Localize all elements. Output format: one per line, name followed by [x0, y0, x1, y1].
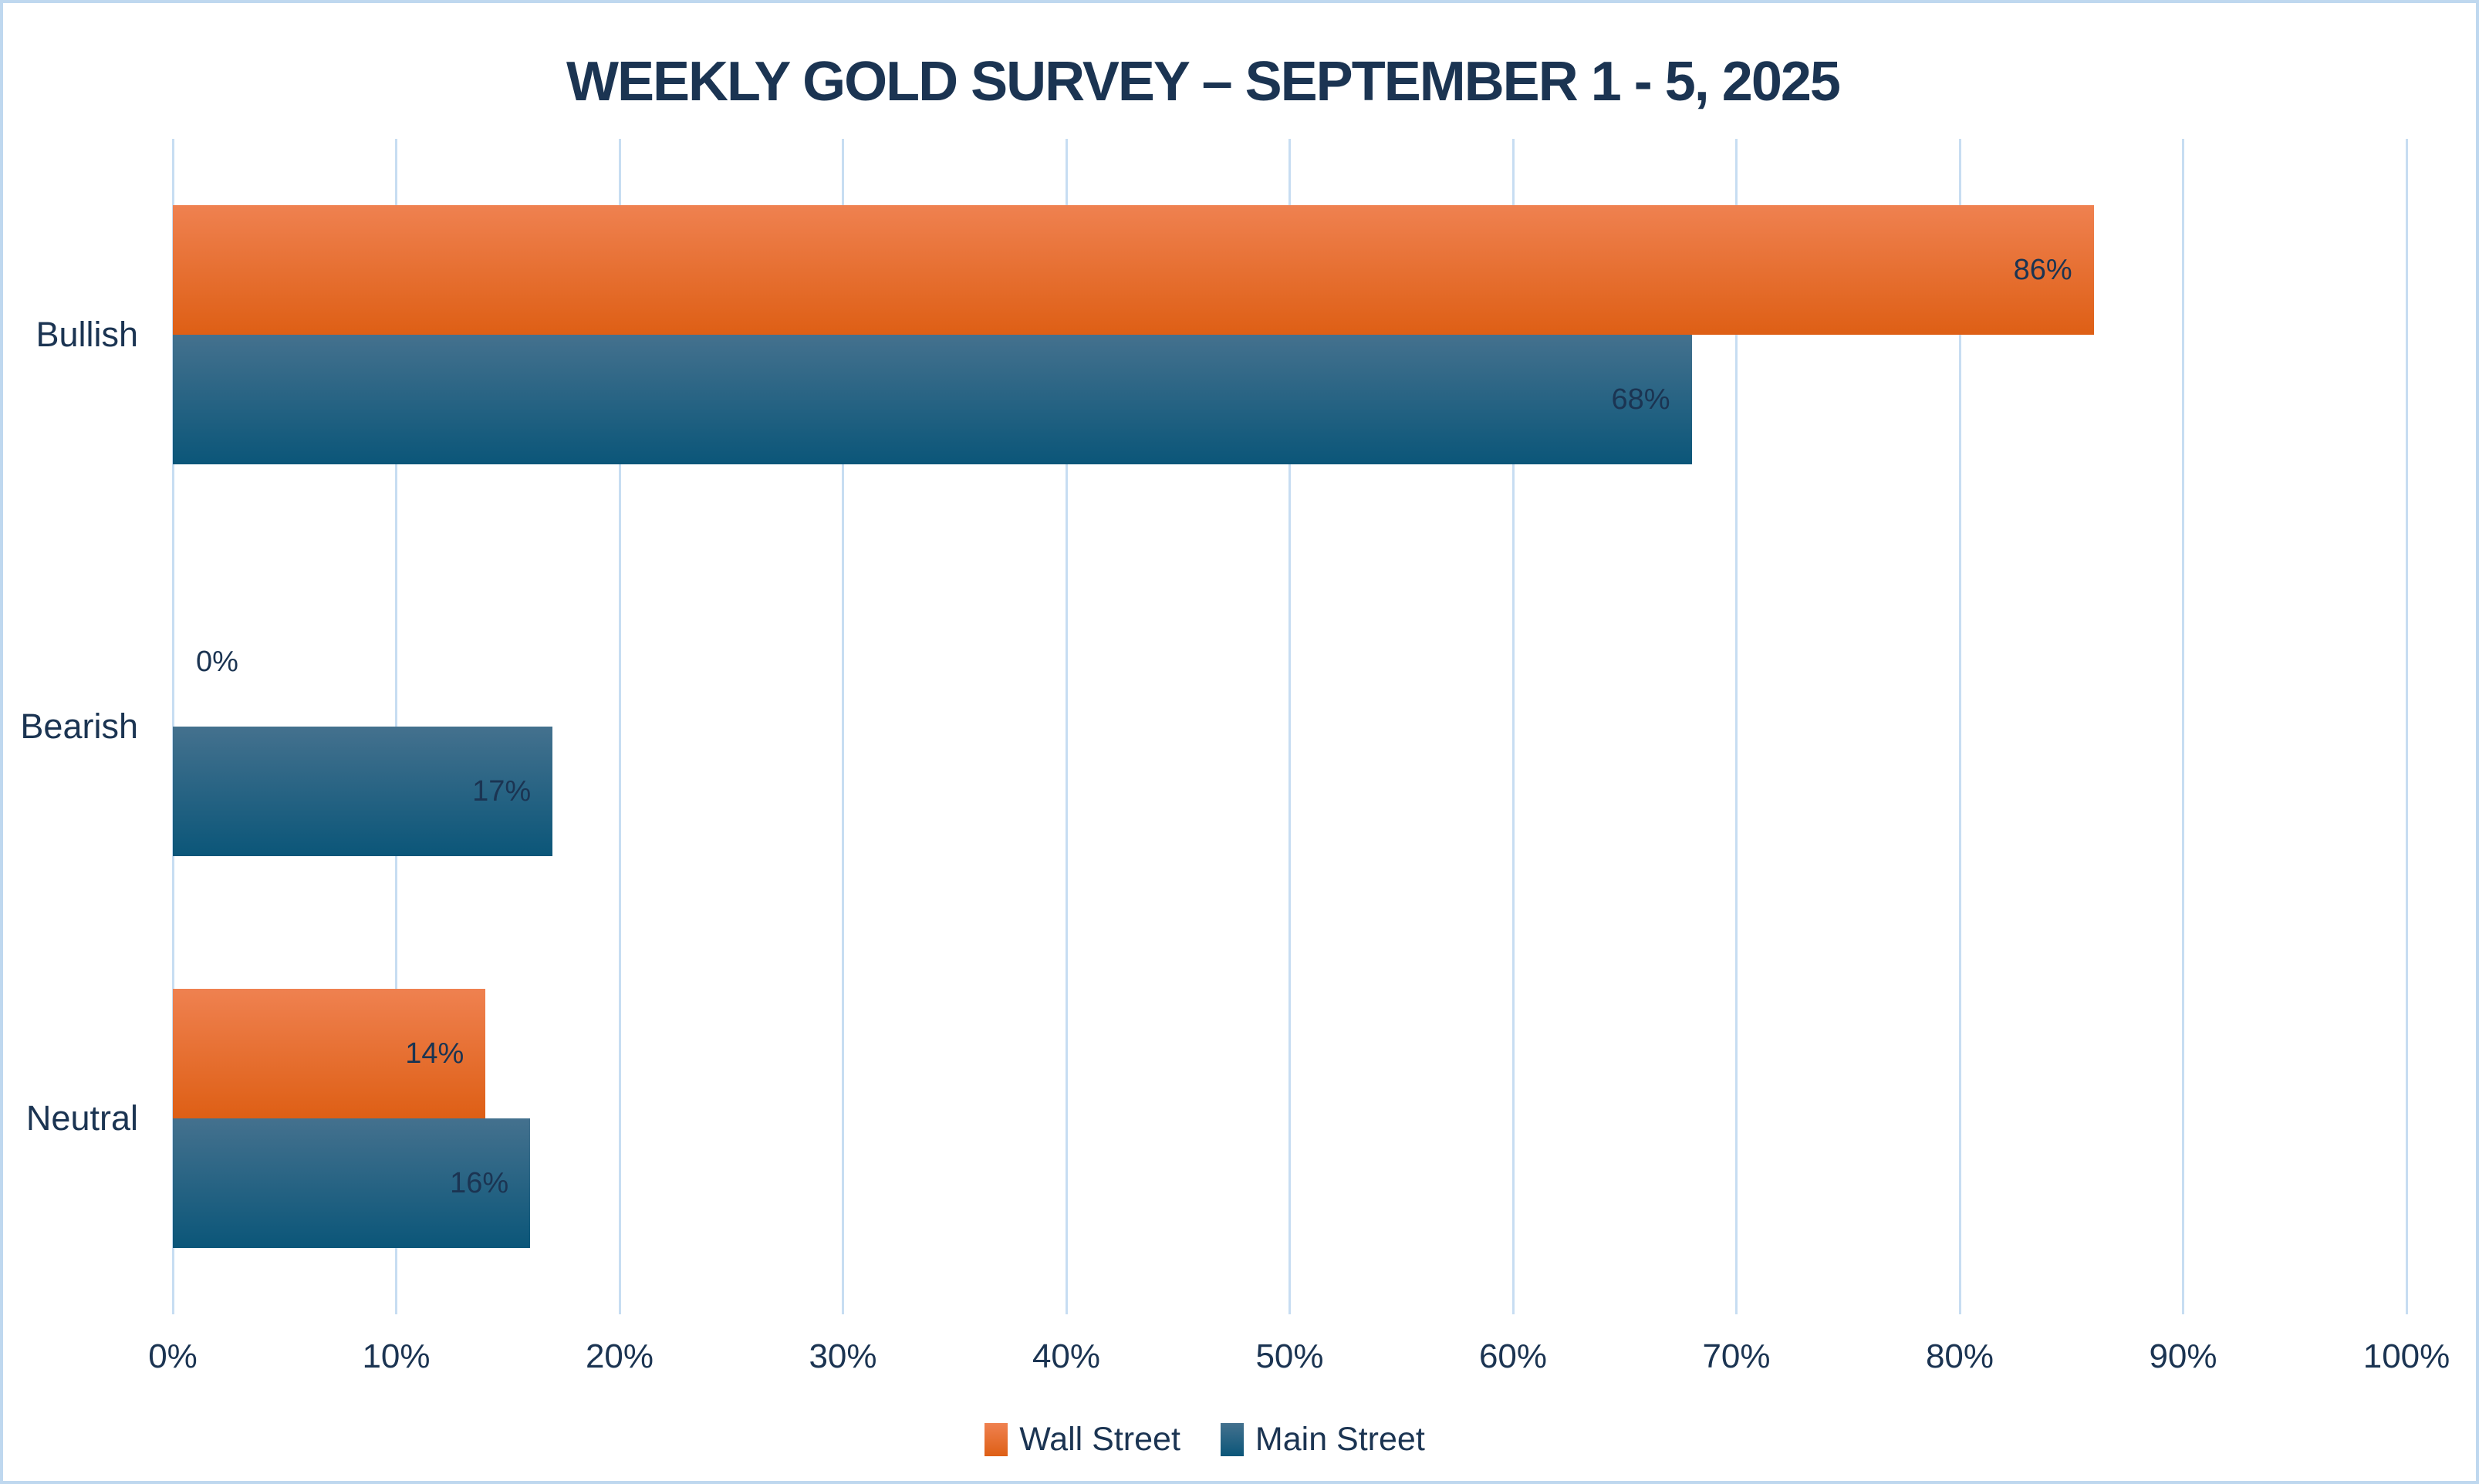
bar-main-street-neutral: [173, 1118, 531, 1248]
gridline-70: [1735, 139, 1738, 1314]
x-tick-label: 60%: [1478, 1337, 1548, 1375]
x-tick-label: 30%: [809, 1337, 877, 1375]
chart-title: WEEKLY GOLD SURVEY – SEPTEMBER 1 - 5, 20…: [566, 51, 1841, 113]
x-tick-label: 40%: [1032, 1337, 1101, 1375]
main-street-swatch-icon: [1220, 1423, 1244, 1456]
gridline-100: [2405, 139, 2408, 1314]
legend-item-main-street: Main Street: [1220, 1421, 1425, 1459]
gridline-30: [842, 139, 844, 1314]
gridline-50: [1288, 139, 1291, 1314]
legend-label-main-street: Main Street: [1255, 1421, 1425, 1458]
x-tick-label: 0%: [148, 1337, 198, 1375]
bar-main-street-bullish: [173, 335, 1692, 464]
gridline-20: [618, 139, 621, 1314]
wall-street-swatch-icon: [985, 1423, 1008, 1456]
x-tick-label: 90%: [2149, 1337, 2217, 1375]
bar-main-street-bearish: [173, 727, 553, 856]
x-tick-label: 20%: [585, 1337, 654, 1375]
gridline-60: [1511, 139, 1515, 1314]
category-label-bullish: Bullish: [35, 315, 138, 354]
legend-label-wall-street: Wall Street: [1019, 1421, 1180, 1458]
legend: Wall Street Main Street: [3, 1421, 2476, 1459]
x-tick-label: 70%: [1702, 1337, 1771, 1375]
x-tick-label: 50%: [1255, 1337, 1324, 1375]
gridline-90: [2182, 139, 2184, 1314]
data-label-main-street-neutral: 16%: [450, 1167, 509, 1199]
data-label-main-street-bullish: 68%: [1611, 383, 1670, 416]
plot-area: Bullish 86% 68% Bearish 0% 17% Neutral 14% 16%: [20, 139, 2408, 1314]
x-tick-label: 100%: [2362, 1337, 2450, 1375]
data-label-wall-street-neutral: 14%: [405, 1037, 464, 1070]
x-axis-ticks: 0% 10% 20% 30% 40% 50% 60% 70% 80% 90% 100%: [148, 1337, 2450, 1381]
x-tick-label: 80%: [1925, 1337, 1994, 1375]
bar-wall-street-neutral: [173, 989, 486, 1118]
category-label-bearish: Bearish: [20, 707, 138, 746]
gridline-80: [1958, 139, 1961, 1314]
data-label-wall-street-bearish: 0%: [196, 646, 238, 678]
legend-item-wall-street: Wall Street: [985, 1421, 1180, 1459]
data-label-main-street-bearish: 17%: [472, 775, 532, 808]
x-tick-label: 10%: [362, 1337, 431, 1375]
gridline-40: [1065, 139, 1068, 1314]
category-label-neutral: Neutral: [25, 1098, 138, 1138]
data-label-wall-street-bullish: 86%: [2013, 254, 2072, 286]
bar-wall-street-bullish: [173, 205, 2094, 335]
